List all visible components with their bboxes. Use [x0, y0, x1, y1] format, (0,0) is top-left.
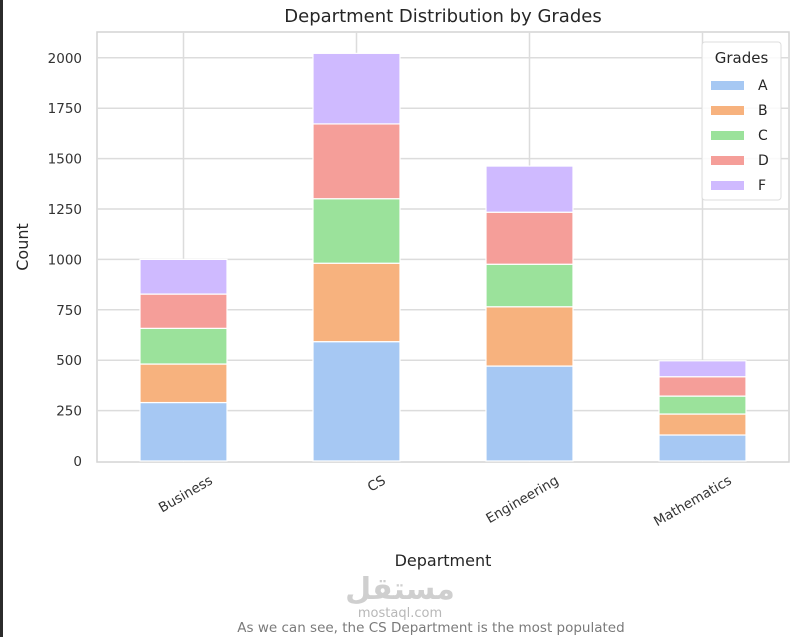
x-tick-label: CS	[365, 473, 389, 496]
legend-swatch-c	[711, 131, 744, 140]
chart-title: Department Distribution by Grades	[284, 6, 601, 27]
bar-segment-cs-a	[312, 341, 401, 462]
bar-segment-business-b	[139, 363, 228, 404]
bar-segment-cs-f	[312, 52, 401, 125]
caption-text: As we can see, the CS Department is the …	[237, 620, 625, 636]
bar-segment-business-c	[139, 327, 228, 365]
y-tick-label: 1500	[48, 152, 82, 168]
x-tick-label: Business	[156, 473, 216, 517]
bar-segment-mathematics-b	[658, 413, 747, 436]
bar-segment-cs-b	[312, 262, 401, 343]
bar-segment-engineering-a	[485, 365, 574, 462]
y-tick-label: 1250	[48, 202, 82, 218]
bar-segment-mathematics-c	[658, 395, 747, 415]
watermark-arabic: مستقل	[345, 572, 455, 607]
bar-segment-mathematics-d	[658, 376, 747, 397]
watermark-latin: mostaql.com	[357, 606, 443, 621]
legend-label-a: A	[758, 78, 768, 94]
bar-segment-business-a	[139, 401, 228, 462]
y-tick-labels: 0 250 500 750 1000 1250 1500 1750 2000	[48, 51, 82, 470]
y-tick-label: 0	[73, 454, 82, 470]
bar-segment-engineering-b	[485, 306, 574, 367]
y-tick-label: 250	[56, 404, 82, 420]
window-left-border	[0, 0, 3, 637]
bar-segment-mathematics-f	[658, 360, 747, 378]
bar-segment-engineering-c	[485, 263, 574, 308]
x-tick-label: Engineering	[483, 473, 561, 527]
legend-title: Grades	[715, 49, 769, 67]
legend-swatch-b	[711, 106, 744, 115]
bar-segment-business-d	[139, 293, 228, 329]
x-axis-label: Department	[395, 551, 492, 570]
y-tick-label: 750	[56, 303, 82, 319]
y-tick-label: 1000	[48, 252, 82, 268]
legend-swatch-f	[711, 181, 744, 190]
legend-label-c: C	[758, 128, 768, 144]
legend-swatch-d	[711, 156, 744, 165]
y-axis-label: Count	[13, 223, 32, 271]
y-tick-label: 1750	[48, 101, 82, 117]
y-tick-label: 2000	[48, 51, 82, 67]
bar-segment-engineering-d	[485, 211, 574, 265]
legend-label-b: B	[758, 103, 768, 119]
bar-segment-engineering-f	[485, 165, 574, 213]
legend-label-d: D	[758, 153, 769, 169]
bar-segment-business-f	[139, 258, 228, 295]
bar-segment-cs-d	[312, 123, 401, 200]
legend-swatch-a	[711, 81, 744, 90]
x-tick-label: Mathematics	[651, 473, 734, 530]
x-tick-labels: Business CS Engineering Mathematics	[156, 473, 735, 530]
legend-label-f: F	[758, 178, 766, 194]
y-tick-label: 500	[56, 353, 82, 369]
bar-segment-mathematics-a	[658, 434, 747, 462]
bars	[139, 52, 747, 462]
bar-segment-cs-c	[312, 198, 401, 264]
